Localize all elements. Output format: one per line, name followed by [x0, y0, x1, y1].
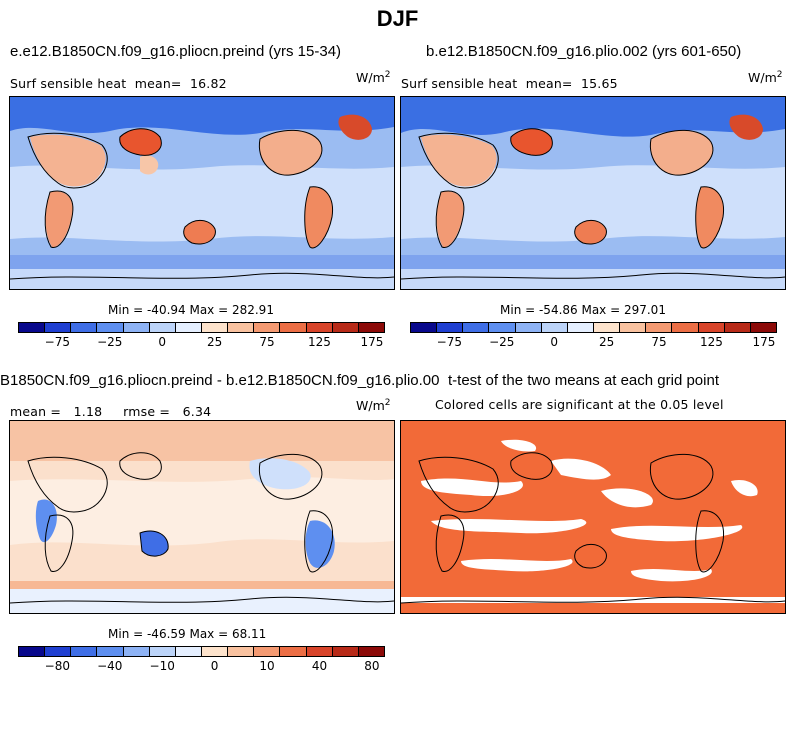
colorbar-b-tick-label: −25: [489, 335, 515, 349]
colorbar-c-swatch: [332, 647, 359, 656]
colorbar-b-swatch: [672, 323, 699, 332]
colorbar-b-tick-label: 175: [752, 335, 776, 349]
panel-a-units: W/m2: [356, 70, 391, 86]
colorbar-a-tick-label: 0: [158, 335, 166, 349]
panel-c-units: W/m2: [356, 398, 391, 414]
panel-b-title: b.e12.B1850CN.f09_g16.plio.002 (yrs 601-…: [426, 43, 742, 60]
colorbar-c-swatch: [19, 647, 46, 656]
colorbar-b-swatch: [724, 323, 751, 332]
colorbar-c-swatch: [71, 647, 98, 656]
panel-a-field-label: Surf sensible heat mean= 16.82: [10, 76, 227, 91]
colorbar-a-swatch: [332, 323, 359, 332]
panel-c-map: [9, 420, 395, 614]
colorbar-b-swatch: [463, 323, 490, 332]
colorbar-c-swatch: [358, 647, 384, 656]
colorbar-c-tick-label: 40: [311, 659, 328, 673]
panel-a-map: [9, 96, 395, 290]
panel-b-field-label: Surf sensible heat mean= 15.65: [401, 76, 618, 91]
colorbar-a: [18, 322, 385, 333]
colorbar-c-tick-label: −80: [44, 659, 70, 673]
colorbar-a-tick-label: 25: [206, 335, 223, 349]
colorbar-b-swatch: [593, 323, 621, 332]
colorbar-a-swatch: [71, 323, 98, 332]
colorbar-b-tick-label: 0: [550, 335, 558, 349]
colorbar-a-swatch: [97, 323, 124, 332]
colorbar-a-swatch: [19, 323, 46, 332]
colorbar-c-swatch: [306, 647, 333, 656]
colorbar-c-swatch: [254, 647, 281, 656]
colorbar-a-swatch: [149, 323, 176, 332]
colorbar-b-swatch: [567, 323, 594, 332]
colorbar-b-swatch: [515, 323, 542, 332]
colorbar-c-swatch: [201, 647, 229, 656]
colorbar-c-swatch: [228, 647, 255, 656]
colorbar-a-swatch: [201, 323, 229, 332]
main-title: DJF: [376, 6, 419, 31]
colorbar-a-swatch: [358, 323, 384, 332]
colorbar-a-swatch: [228, 323, 255, 332]
colorbar-c-swatch: [149, 647, 176, 656]
colorbar-b-tick-label: 125: [700, 335, 723, 349]
colorbar-a-tick-label: −25: [97, 335, 123, 349]
colorbar-c-tick-label: 80: [364, 659, 380, 673]
colorbar-b: [410, 322, 777, 333]
colorbar-c-tick-label: 0: [210, 659, 219, 673]
colorbar-b-swatch: [489, 323, 516, 332]
panel-a-title: e.e12.B1850CN.f09_g16.pliocn.preind (yrs…: [10, 43, 342, 60]
colorbar-b-swatch: [646, 323, 673, 332]
colorbar-c-swatch: [175, 647, 202, 656]
colorbar-a-tick-label: −75: [44, 335, 70, 349]
colorbar-c-tick-label: −10: [149, 659, 175, 673]
colorbar-b-swatch: [541, 323, 568, 332]
colorbar-a-swatch: [254, 323, 281, 332]
colorbar-b-swatch: [750, 323, 776, 332]
panel-c-stats: mean = 1.18 rmse = 6.34: [10, 404, 212, 419]
panel-b-units: W/m2: [748, 70, 783, 86]
panel-a-min-max: Min = -40.94 Max = 282.91: [108, 303, 274, 317]
colorbar-c-tick-label: 10: [259, 659, 275, 673]
colorbar-c-tick-label: −40: [97, 659, 123, 673]
colorbar-b-swatch: [411, 323, 438, 332]
panel-b-min-max: Min = -54.86 Max = 297.01: [500, 303, 666, 317]
panel-b-map: [400, 96, 786, 290]
colorbar-c-swatch: [123, 647, 150, 656]
colorbar-c-swatch: [280, 647, 307, 656]
colorbar-b-tick-label: −75: [436, 335, 462, 349]
panel-c-min-max: Min = -46.59 Max = 68.11: [108, 627, 267, 641]
colorbar-b-tick-label: 75: [651, 335, 667, 349]
panel-d-map: [400, 420, 786, 614]
colorbar-c-swatch: [45, 647, 72, 656]
panel-c-title: B1850CN.f09_g16.pliocn.preind - b.e12.B1…: [0, 372, 440, 389]
colorbar-a-tick-label: 75: [259, 335, 275, 349]
colorbar-b-tick-label: 25: [598, 335, 615, 349]
colorbar-b-swatch: [620, 323, 647, 332]
colorbar-b-swatch: [698, 323, 725, 332]
colorbar-c-swatch: [97, 647, 124, 656]
colorbar-a-swatch: [306, 323, 333, 332]
colorbar-a-swatch: [123, 323, 150, 332]
colorbar-c: [18, 646, 385, 657]
colorbar-a-swatch: [280, 323, 307, 332]
panel-d-subtitle: Colored cells are significant at the 0.0…: [435, 397, 724, 412]
colorbar-a-swatch: [45, 323, 72, 332]
panel-d-title: t-test of the two means at each grid poi…: [448, 372, 719, 389]
colorbar-b-swatch: [437, 323, 464, 332]
colorbar-a-tick-label: 125: [308, 335, 331, 349]
colorbar-a-swatch: [175, 323, 202, 332]
colorbar-a-tick-label: 175: [360, 335, 384, 349]
